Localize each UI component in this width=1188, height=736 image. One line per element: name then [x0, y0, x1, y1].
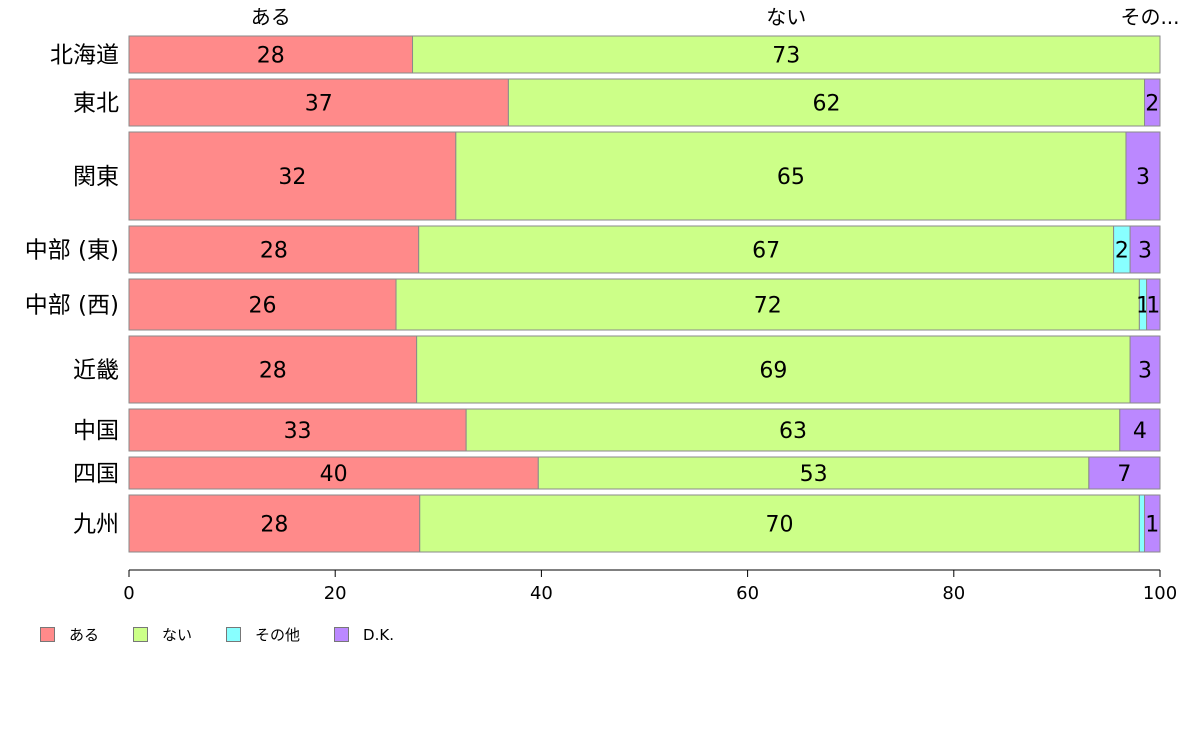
- bar-segment: [412, 35, 1161, 74]
- category-label: 四国: [73, 461, 119, 487]
- bar-segment: [416, 335, 1131, 404]
- bar-segment: [128, 408, 467, 452]
- data-label: 70: [766, 513, 794, 538]
- category-label: 中部 (西): [25, 293, 119, 319]
- data-label: 2: [1115, 239, 1129, 264]
- data-label: 28: [260, 513, 288, 538]
- data-label: 33: [284, 419, 312, 444]
- legend-label-dk: D.K.: [363, 625, 394, 644]
- bar-segment: [128, 78, 509, 127]
- bar-segment: [1125, 131, 1161, 221]
- data-label: 28: [257, 44, 285, 69]
- x-tick-label: 20: [324, 583, 347, 604]
- category-label: 東北: [73, 91, 119, 117]
- data-label: 73: [772, 44, 800, 69]
- data-label: 40: [320, 462, 348, 487]
- bar-segment: [537, 456, 1090, 490]
- data-label: 7: [1117, 462, 1131, 487]
- data-label: 3: [1138, 359, 1152, 384]
- bar-segment: [128, 131, 457, 221]
- data-label: 28: [259, 359, 287, 384]
- bar-segment: [455, 131, 1127, 221]
- legend-swatch-aru: [40, 627, 55, 642]
- bar-segment: [1138, 494, 1146, 553]
- data-label: 72: [754, 294, 782, 319]
- bar-segment: [128, 35, 414, 74]
- category-label: 関東: [73, 164, 119, 190]
- bar-segment: [1129, 335, 1161, 404]
- legend-label-aru: ある: [69, 626, 100, 644]
- data-label: 32: [278, 165, 306, 190]
- data-label: 4: [1133, 419, 1147, 444]
- data-label: 2: [1145, 92, 1159, 117]
- category-label: 九州: [73, 512, 119, 538]
- bar-segment: [1144, 494, 1161, 553]
- legend-swatch-dk: [334, 627, 350, 642]
- bar-segment: [1144, 78, 1161, 127]
- bar-segment: [1119, 408, 1161, 452]
- data-label: 26: [249, 294, 277, 319]
- category-label: 中部 (東): [25, 238, 119, 264]
- legend-item-aru: ある: [40, 624, 99, 645]
- data-label: 65: [777, 165, 805, 190]
- top-label: ある: [251, 5, 291, 29]
- bar-segment: [128, 494, 421, 553]
- data-label: 1: [1145, 513, 1159, 538]
- top-label: ない: [766, 5, 806, 29]
- x-tick-label: 80: [942, 583, 965, 604]
- data-label: 69: [759, 359, 787, 384]
- legend-label-nai: ない: [162, 626, 193, 644]
- data-label: 37: [305, 92, 333, 117]
- top-label: その...: [1120, 5, 1179, 29]
- bar-segment: [418, 225, 1115, 274]
- bar-segment: [1129, 225, 1161, 274]
- legend-swatch-nai: [133, 627, 149, 642]
- data-label: 63: [779, 419, 807, 444]
- bar-segment: [128, 225, 420, 274]
- bar-segment: [395, 278, 1140, 331]
- bar-segment: [507, 78, 1146, 127]
- legend-item-nai: ない: [133, 624, 192, 645]
- legend-swatch-other: [226, 627, 242, 642]
- data-label: 53: [800, 462, 828, 487]
- data-label: 62: [812, 92, 840, 117]
- data-label: 3: [1136, 165, 1150, 190]
- legend: ある ない その他 D.K.: [40, 624, 428, 645]
- category-label: 中国: [73, 418, 119, 444]
- bar-segment: [419, 494, 1140, 553]
- bar-segment: [1088, 456, 1161, 490]
- data-label: 3: [1138, 239, 1152, 264]
- bar-segment: [128, 335, 418, 404]
- bar-segment: [1146, 278, 1161, 331]
- x-tick-label: 0: [123, 583, 134, 604]
- bar-segment: [128, 278, 397, 331]
- bar-segment: [128, 456, 539, 490]
- x-tick-label: 100: [1143, 583, 1177, 604]
- data-label: 67: [752, 239, 780, 264]
- legend-item-dk: D.K.: [334, 626, 394, 644]
- data-label: 28: [260, 239, 288, 264]
- legend-label-other: その他: [255, 626, 301, 644]
- bar-segment: [465, 408, 1121, 452]
- x-tick-label: 40: [530, 583, 553, 604]
- data-label: 1: [1146, 294, 1160, 319]
- category-label: 北海道: [50, 43, 119, 69]
- x-tick-label: 60: [736, 583, 759, 604]
- category-label: 近畿: [73, 358, 119, 384]
- legend-item-other: その他: [226, 624, 300, 645]
